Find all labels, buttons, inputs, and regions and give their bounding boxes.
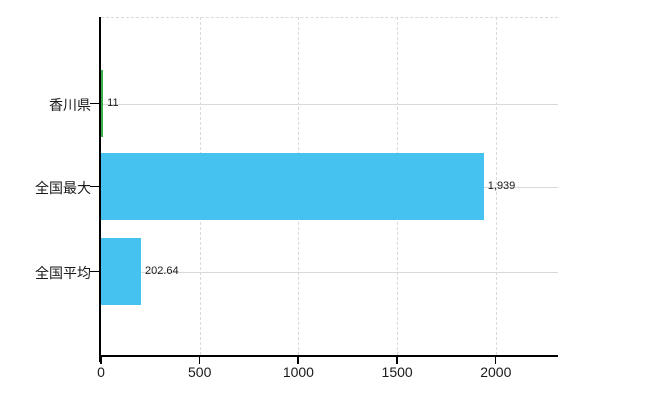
x-tick-label-1500: 1500 [381,364,413,380]
y-axis-line [99,17,101,362]
y-tick-kagawa [90,102,99,104]
x-axis-line [99,355,558,357]
x-tick-label-500: 500 [188,364,212,380]
x-tick-label-2000: 2000 [480,364,512,380]
x-tick-2000 [494,357,497,364]
bar-kagawa [101,70,104,137]
bar-national-max [101,153,484,220]
x-tick-label-0: 0 [97,364,105,380]
y-tick-national-max [90,185,99,187]
x-tick-1000 [297,357,299,364]
category-label-national-average: 全国平均 [35,264,91,281]
y-tick-national-average [90,270,99,272]
gridline-horizontal-row-2 [101,271,558,273]
value-label-national-average: 202.64 [145,264,179,277]
x-tick-0 [100,357,102,364]
x-tick-1500 [396,357,398,364]
plot-top-border [101,17,558,18]
bar-national-average [101,238,141,305]
category-label-national-max: 全国最大 [35,179,91,196]
value-label-national-max: 1,939 [487,179,516,192]
value-label-kagawa: 11 [107,96,119,109]
x-tick-label-1000: 1000 [282,364,314,380]
gridline-vertical-2000 [495,17,497,355]
gridline-horizontal-row-0 [101,103,558,105]
x-tick-500 [198,357,201,364]
category-label-kagawa: 香川県 [49,96,91,113]
